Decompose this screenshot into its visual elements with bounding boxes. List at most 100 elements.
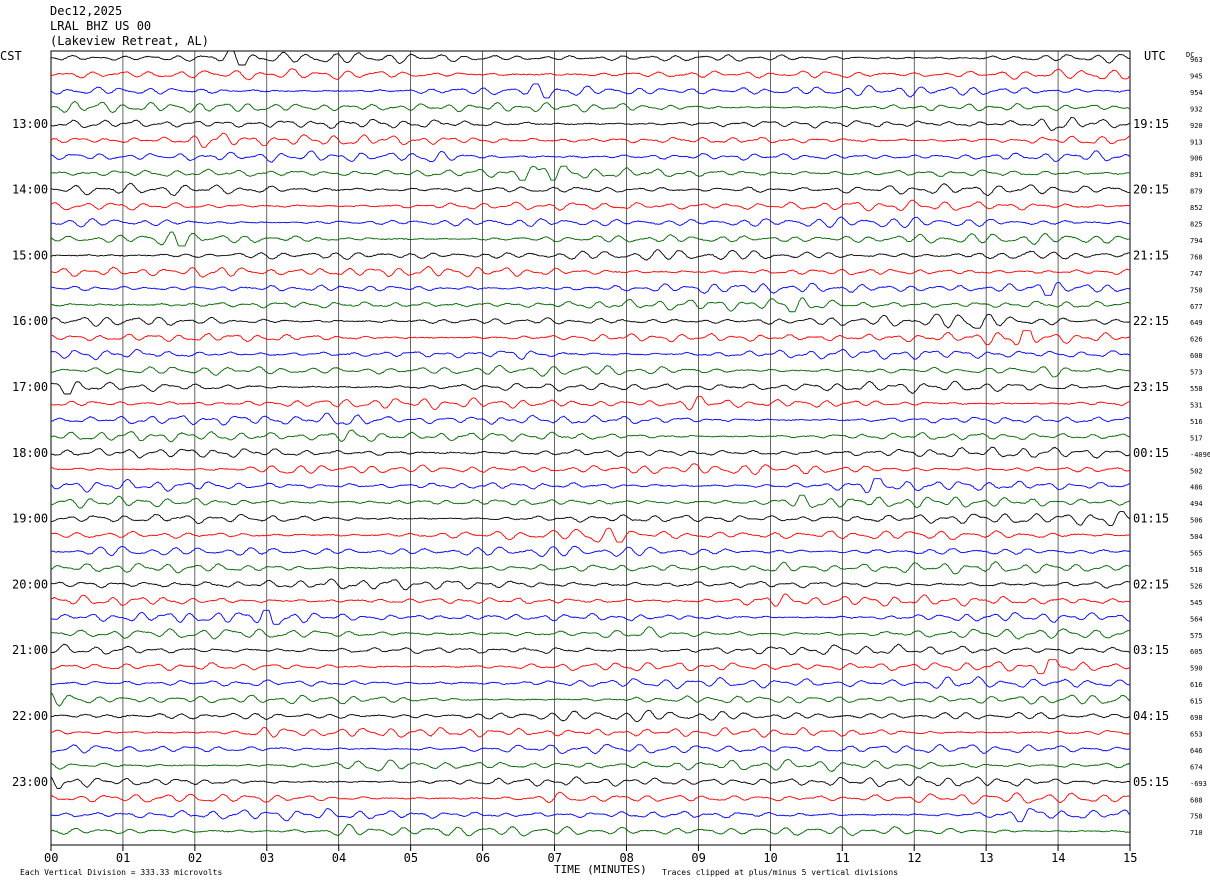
trace-dc-offset-label: 768	[1190, 253, 1203, 261]
seismic-trace	[50, 216, 1131, 229]
seismic-trace	[50, 199, 1131, 212]
trace-dc-offset-label: 653	[1190, 730, 1203, 738]
trace-dc-offset-label: -693	[1190, 780, 1207, 788]
utc-hour-label: 03:15	[1133, 643, 1169, 657]
trace-dc-offset-label: 558	[1190, 385, 1203, 393]
trace-dc-offset-label: 758	[1190, 813, 1203, 821]
seismic-trace	[50, 313, 1131, 329]
seismic-trace	[50, 330, 1131, 346]
cst-hour-label: 23:00	[12, 775, 48, 789]
trace-dc-offset-label: 710	[1190, 829, 1203, 837]
seismic-trace	[50, 709, 1131, 723]
seismic-trace	[50, 545, 1131, 558]
utc-hour-label: 04:15	[1133, 709, 1169, 723]
x-tick-label: 08	[619, 851, 633, 865]
seismic-trace	[50, 807, 1131, 823]
cst-hour-label: 15:00	[12, 248, 48, 262]
dc-label: DC	[1186, 51, 1194, 59]
seismic-trace	[50, 132, 1131, 148]
trace-dc-offset-label: 920	[1190, 122, 1203, 130]
trace-dc-offset-label: 879	[1190, 188, 1203, 196]
trace-dc-offset-label: 564	[1190, 615, 1203, 623]
trace-dc-offset-label: 605	[1190, 648, 1203, 656]
trace-dc-offset-label: 616	[1190, 681, 1203, 689]
seismic-trace	[50, 743, 1131, 755]
trace-dc-offset-label: 747	[1190, 270, 1203, 278]
trace-dc-offset-label: 502	[1190, 467, 1203, 475]
cst-hour-label: 22:00	[12, 709, 48, 723]
cst-hour-label: 17:00	[12, 380, 48, 394]
trace-dc-offset-label: 963	[1190, 56, 1203, 64]
seismic-trace	[50, 83, 1131, 99]
utc-hour-label: 02:15	[1133, 577, 1169, 591]
x-tick-label: 13	[979, 851, 993, 865]
cst-hour-label: 14:00	[12, 183, 48, 197]
seismic-trace	[50, 68, 1131, 81]
trace-dc-offset-label: 516	[1190, 418, 1203, 426]
seismic-trace	[50, 50, 1131, 66]
utc-hour-label: 05:15	[1133, 775, 1169, 789]
seismic-trace	[50, 478, 1131, 494]
seismic-trace	[50, 249, 1131, 261]
cst-hour-label: 16:00	[12, 314, 48, 328]
left-zone-label: CST	[0, 49, 22, 63]
x-tick-label: 04	[332, 851, 346, 865]
label-group: CST UTC DC TIME (MINUTES) Each Vertical …	[0, 49, 1210, 877]
seismic-trace	[50, 823, 1131, 837]
x-axis-title: TIME (MINUTES)	[554, 863, 647, 876]
seismic-trace	[50, 182, 1131, 197]
x-tick-label: 11	[835, 851, 849, 865]
trace-dc-offset-label: 608	[1190, 352, 1203, 360]
trace-dc-offset-label: 646	[1190, 747, 1203, 755]
plot-frame	[50, 50, 1131, 846]
trace-dc-offset-label: 688	[1190, 796, 1203, 804]
x-tick-label: 15	[1123, 851, 1137, 865]
footer-scale-note: Each Vertical Division = 333.33 microvol…	[20, 868, 222, 877]
utc-hour-label: 23:15	[1133, 380, 1169, 394]
seismic-trace	[50, 511, 1131, 527]
x-tick-label: 00	[44, 851, 58, 865]
trace-dc-offset-label: 590	[1190, 665, 1203, 673]
trace-dc-offset-label: 932	[1190, 105, 1203, 113]
trace-dc-offset-label: 794	[1190, 237, 1203, 245]
x-tick-label: 02	[188, 851, 202, 865]
seismic-trace	[50, 494, 1131, 509]
seismic-trace	[50, 659, 1131, 675]
utc-hour-label: 21:15	[1133, 248, 1169, 262]
trace-dc-offset-label: 698	[1190, 714, 1203, 722]
x-tick-label: 10	[763, 851, 777, 865]
cst-hour-label: 18:00	[12, 446, 48, 460]
trace-dc-offset-label: 750	[1190, 286, 1203, 294]
seismic-trace	[50, 266, 1131, 278]
trace-dc-offset-label: 494	[1190, 500, 1203, 508]
seismic-trace	[50, 348, 1131, 361]
seismic-trace	[50, 364, 1131, 378]
seismic-trace	[50, 527, 1131, 543]
utc-hour-label: 20:15	[1133, 183, 1169, 197]
minute-grid	[50, 50, 1131, 851]
trace-dc-offset-label: 945	[1190, 72, 1203, 80]
cst-hour-label: 19:00	[12, 512, 48, 526]
trace-dc-offset-label: 677	[1190, 303, 1203, 311]
trace-dc-offset-label: 565	[1190, 550, 1203, 558]
trace-dc-offset-label: 573	[1190, 369, 1203, 377]
seismic-trace	[50, 609, 1131, 625]
seismic-trace	[50, 412, 1131, 426]
x-tick-label: 05	[404, 851, 418, 865]
trace-dc-offset-label: 518	[1190, 566, 1203, 574]
trace-dc-offset-label: 825	[1190, 221, 1203, 229]
trace-dc-offset-label: 906	[1190, 155, 1203, 163]
trace-dc-offset-label: 954	[1190, 89, 1203, 97]
utc-hour-label: 01:15	[1133, 512, 1169, 526]
seismic-trace	[50, 726, 1131, 738]
seismic-trace	[50, 561, 1130, 575]
utc-hour-label: 00:15	[1133, 446, 1169, 460]
header-location: (Lakeview Retreat, AL)	[50, 34, 209, 48]
trace-dc-offset-label: 517	[1190, 434, 1203, 442]
trace-dc-offset-label: 649	[1190, 319, 1203, 327]
trace-dc-offset-label: 486	[1190, 484, 1203, 492]
seismic-trace	[50, 165, 1131, 181]
trace-dc-offset-label: 674	[1190, 763, 1203, 771]
seismic-trace	[50, 396, 1131, 411]
